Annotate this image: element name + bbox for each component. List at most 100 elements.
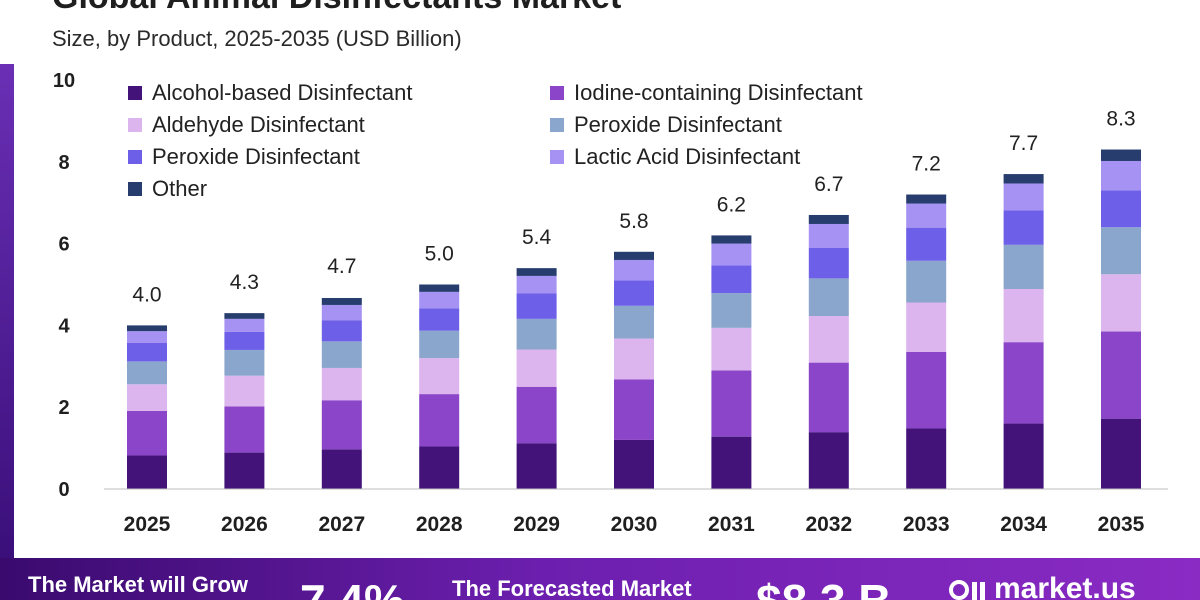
bar-segment-2033-6 — [906, 194, 947, 204]
chart-subtitle: Size, by Product, 2025-2035 (USD Billion… — [52, 26, 462, 51]
x-tick-label: 2032 — [805, 513, 852, 536]
x-tick-label: 2026 — [221, 513, 268, 536]
banner-brand: market.us — [994, 572, 1136, 600]
bar-segment-2030-2 — [614, 338, 654, 380]
bar-segment-2025-2 — [127, 384, 167, 411]
y-tick-label: 6 — [58, 234, 69, 256]
bar-segment-2028-2 — [419, 358, 460, 395]
bar-segment-2026-0 — [224, 452, 265, 489]
legend-swatch — [128, 85, 142, 100]
bar-segment-2025-6 — [127, 325, 167, 332]
bar-segment-2025-1 — [127, 410, 167, 456]
bar-segment-2028-5 — [419, 291, 460, 309]
bar-segment-2033-0 — [906, 428, 947, 489]
legend-label: Peroxide Disinfectant — [152, 143, 360, 169]
chart-legend: Alcohol-based Disinfectant Iodine-contain… — [128, 78, 948, 203]
bar-segment-2028-4 — [419, 308, 460, 331]
bar-segment-2027-1 — [321, 400, 362, 450]
bar-total-label: 5.4 — [522, 226, 552, 249]
x-tick-label: 2031 — [708, 513, 755, 536]
bar-segment-2033-2 — [906, 302, 947, 352]
chart-title: Global Animal Disinfectants Market — [52, 0, 621, 17]
bar-segment-2027-0 — [321, 449, 362, 489]
bar-segment-2029-4 — [516, 293, 557, 319]
bar-segment-2027-3 — [321, 341, 362, 368]
y-tick-label: 10 — [53, 70, 75, 92]
bar-segment-2028-0 — [419, 446, 460, 489]
bar-segment-2035-4 — [1101, 190, 1141, 228]
legend-label: Peroxide Disinfectant — [574, 111, 782, 137]
bar-segment-2030-4 — [614, 280, 654, 306]
bar-total-label: 8.3 — [1106, 108, 1135, 131]
bar-segment-2035-2 — [1101, 274, 1141, 332]
labels-layer: 0 2 4 6 8 10 4.0 2025 4.3 2026 4.7 2027 5.0 2028 5.4 20… — [53, 70, 1145, 536]
bar-segment-2029-2 — [516, 349, 557, 387]
bar-segment-2026-6 — [224, 313, 265, 319]
bar-total-label: 5.0 — [425, 243, 454, 266]
legend-swatch — [550, 149, 564, 164]
bar-segment-2028-6 — [419, 284, 460, 292]
y-tick-label: 4 — [58, 315, 70, 337]
bar-segment-2034-3 — [1003, 244, 1044, 289]
bar-segment-2027-2 — [321, 367, 362, 401]
legend-swatch — [550, 85, 564, 100]
bar-segment-2035-6 — [1101, 149, 1141, 161]
y-tick-label: 8 — [58, 152, 69, 174]
x-tick-label: 2035 — [1098, 513, 1145, 536]
legend-item: Other — [128, 174, 550, 203]
bar-segment-2025-0 — [127, 455, 167, 489]
bar-segment-2032-5 — [808, 223, 849, 248]
bar-total-label: 6.2 — [717, 193, 746, 216]
bar-segment-2025-4 — [127, 342, 167, 362]
bar-segment-2030-6 — [614, 251, 654, 260]
legend-item: Iodine-containing Disinfectant — [550, 78, 970, 107]
bar-total-label: 4.0 — [132, 283, 161, 306]
bar-segment-2026-1 — [224, 406, 265, 453]
legend-item: Peroxide Disinfectant — [128, 142, 550, 171]
bar-segment-2028-1 — [419, 394, 460, 447]
banner-grow-text: The Market will Grow — [28, 572, 249, 597]
legend-label: Other — [152, 175, 208, 201]
bar-segment-2033-1 — [906, 351, 947, 429]
bar-segment-2027-6 — [321, 297, 362, 305]
x-tick-label: 2028 — [416, 513, 463, 536]
bar-segment-2032-6 — [808, 214, 849, 224]
bar-segment-2031-5 — [711, 243, 752, 266]
bar-segment-2035-5 — [1101, 160, 1141, 191]
x-tick-label: 2025 — [124, 513, 171, 536]
bar-segment-2031-1 — [711, 370, 752, 437]
bar-total-label: 6.7 — [814, 173, 843, 196]
x-tick-label: 2029 — [513, 513, 560, 536]
bar-segment-2029-5 — [516, 275, 557, 294]
bar-segment-2035-3 — [1101, 227, 1141, 275]
legend-swatch — [128, 149, 142, 164]
bar-segment-2030-3 — [614, 305, 654, 339]
bar-segment-2034-2 — [1003, 288, 1044, 343]
legend-swatch — [128, 181, 142, 196]
left-accent-bar — [0, 64, 14, 558]
bar-segment-2026-4 — [224, 331, 265, 350]
x-tick-label: 2030 — [611, 513, 658, 536]
bar-segment-2032-3 — [808, 278, 849, 316]
bar-segment-2034-5 — [1003, 183, 1044, 211]
bar-segment-2030-0 — [614, 439, 654, 489]
bar-segment-2034-1 — [1003, 342, 1044, 424]
bar-total-label: 5.8 — [619, 210, 648, 233]
legend-item: Peroxide Disinfectant — [550, 110, 970, 139]
bar-segment-2034-6 — [1003, 174, 1044, 184]
bars-layer — [127, 149, 1141, 489]
x-tick-label: 2034 — [1000, 513, 1047, 536]
bar-segment-2026-2 — [224, 375, 265, 407]
bar-segment-2032-2 — [808, 315, 849, 363]
bar-total-label: 7.2 — [912, 153, 941, 176]
x-tick-label: 2033 — [903, 513, 950, 536]
bar-segment-2035-1 — [1101, 331, 1141, 419]
bar-segment-2035-0 — [1101, 418, 1141, 489]
bar-total-label: 4.7 — [327, 255, 356, 278]
x-tick-label: 2027 — [318, 513, 365, 536]
bar-segment-2029-3 — [516, 318, 557, 350]
bar-total-label: 7.7 — [1009, 132, 1038, 155]
legend-item: Aldehyde Disinfectant — [128, 110, 550, 139]
bar-segment-2028-3 — [419, 330, 460, 359]
bar-segment-2031-2 — [711, 327, 752, 371]
